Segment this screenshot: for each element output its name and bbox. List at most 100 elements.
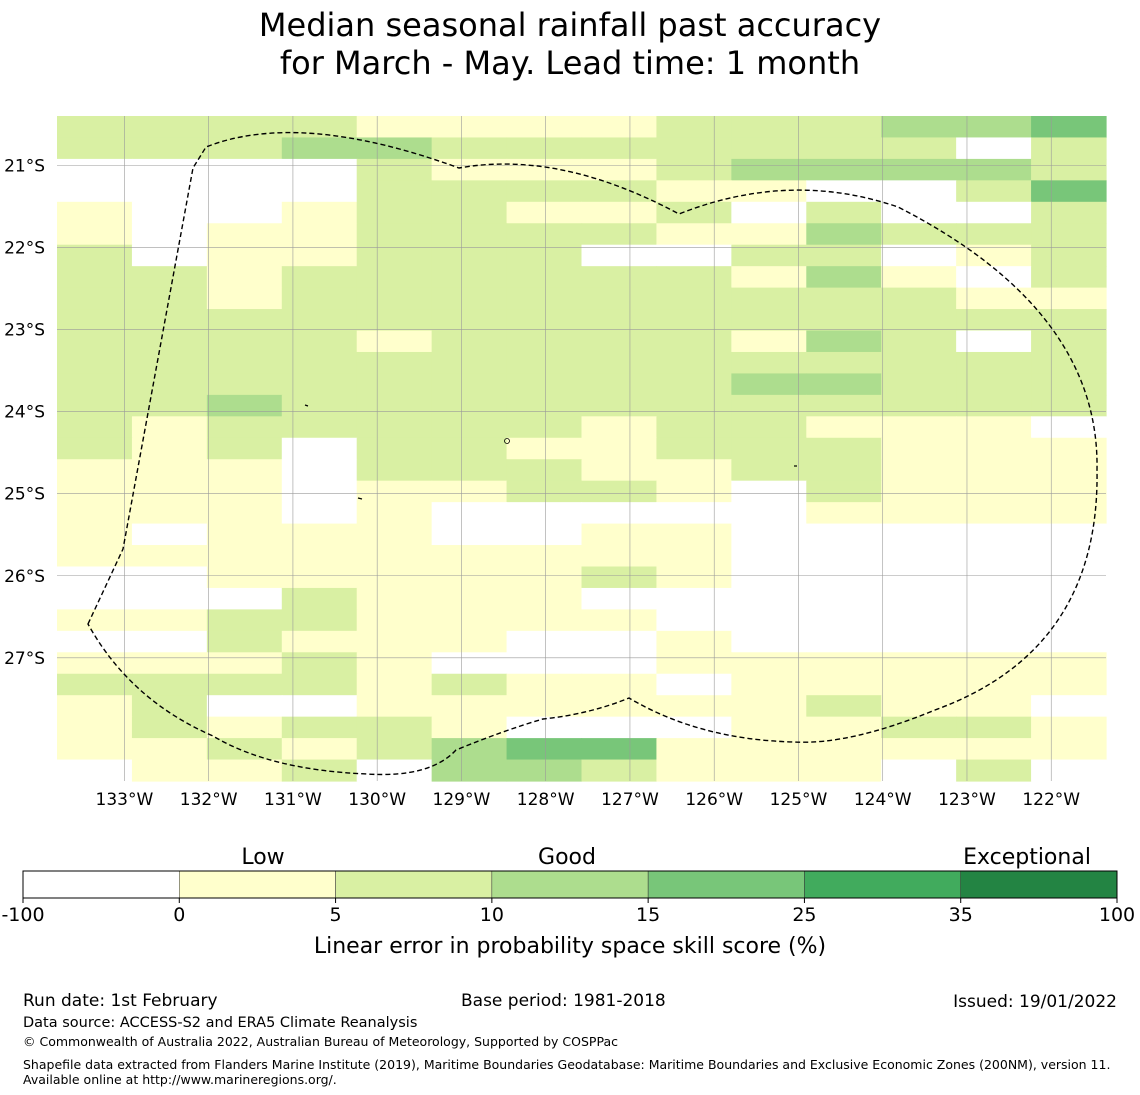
grid-cell [806,566,882,589]
colorbar-tick-label: -100 [1,904,44,926]
grid-cell [581,502,658,525]
longitude-label: 130°W [348,790,406,810]
grid-cell [206,116,283,139]
grid-cell [356,330,433,353]
colorbar-segment [960,870,1118,899]
grid-cell [1031,566,1107,589]
grid-cell [881,630,957,653]
grid-cell [506,545,583,568]
grid-cell [1031,137,1107,160]
grid-cell [956,609,1032,632]
grid-cell [131,716,208,739]
grid-cell [881,137,957,160]
grid-cell [731,587,807,610]
latitude-labels: 21°S 22°S 23°S 24°S 25°S 26°S 27°S [4,156,45,669]
grid-cell [656,630,732,653]
grid-cell [1031,523,1107,546]
grid-cell [581,244,658,267]
grid-cell [656,459,732,482]
grid-cell [956,180,1032,203]
grid-cell [656,716,732,739]
grid-cell [881,480,957,503]
grid-cell [281,673,358,696]
grid-cell [356,545,433,568]
grid-cell [131,587,208,610]
grid-cell [131,137,208,160]
grid-cell [956,351,1032,375]
grid-cell [206,201,283,224]
grid-cell [656,158,732,181]
grid-cell [431,437,508,460]
grid-cell [806,394,882,417]
grid-cell [506,437,583,460]
grid-cell [806,459,882,482]
grid-cell [1031,287,1107,310]
grid-cell [881,351,957,375]
grid-cell [1031,244,1107,267]
grid-cell [881,587,957,610]
colorbar-tick-label: 35 [949,904,973,926]
grid-cell [57,759,133,782]
grid-cell [206,158,283,181]
island-marker [504,438,510,444]
grid-cell [206,630,283,653]
grid-cell [506,630,583,653]
grid-cell [131,695,208,718]
grid-cell [57,630,133,653]
grid-cell [656,244,732,267]
grid-cell [656,523,732,546]
colorbar-tick-label: 25 [792,904,816,926]
colorbar-segments [22,870,1118,899]
grid-cell [506,502,583,525]
grid-cell [506,695,583,718]
grid-cell [581,759,658,782]
grid-cell [506,266,583,289]
longitude-labels: 133°W 132°W 131°W 130°W 129°W 128°W 127°W 126°W… [96,790,1081,810]
grid-cell [731,158,807,181]
grid-cell [281,244,358,267]
grid-cell [731,416,807,439]
grid-cell [206,287,283,310]
grid-cell [806,673,882,696]
issued-date: Issued: 19/01/2022 [953,992,1117,1012]
grid-cell [881,266,957,289]
grid-cell [131,244,208,267]
island-markers [304,404,797,500]
grid-cell [1031,330,1107,353]
grid-cell [281,180,358,203]
grid-cell [581,587,658,610]
grid-cell [506,244,583,267]
grid-cell [1031,738,1107,761]
grid-cell [356,566,433,589]
grid-cell [731,330,807,353]
grid-cell [506,673,583,696]
grid-cell [1031,716,1107,739]
grid-cell [581,630,658,653]
grid-cell [881,180,957,203]
grid-cell [1031,695,1107,718]
grid-cell [356,351,433,375]
grid-cell [656,480,732,503]
grid-cell [131,437,208,460]
colorbar: Low Good Exceptional -100 0 5 10 15 25 35 100 L… [1,845,1135,959]
grid-cell [881,416,957,439]
grid-cell [431,309,508,332]
rainfall-skill-grid [57,116,1107,782]
latitude-label: 26°S [4,567,45,587]
grid-cell [656,738,732,761]
grid-cell [57,609,133,632]
grid-cell [881,738,957,761]
chart-title-line1: Median seasonal rainfall past accuracy [258,6,882,44]
grid-cell [881,609,957,632]
grid-cell [206,351,283,375]
grid-cell [356,287,433,310]
grid-cell [806,437,882,460]
grid-cell [731,223,807,246]
grid-cell [57,545,133,568]
grid-cell [57,330,133,353]
grid-cell [806,630,882,653]
grid-cell [206,716,283,739]
grid-cell [956,287,1032,310]
grid-cell [356,759,433,782]
